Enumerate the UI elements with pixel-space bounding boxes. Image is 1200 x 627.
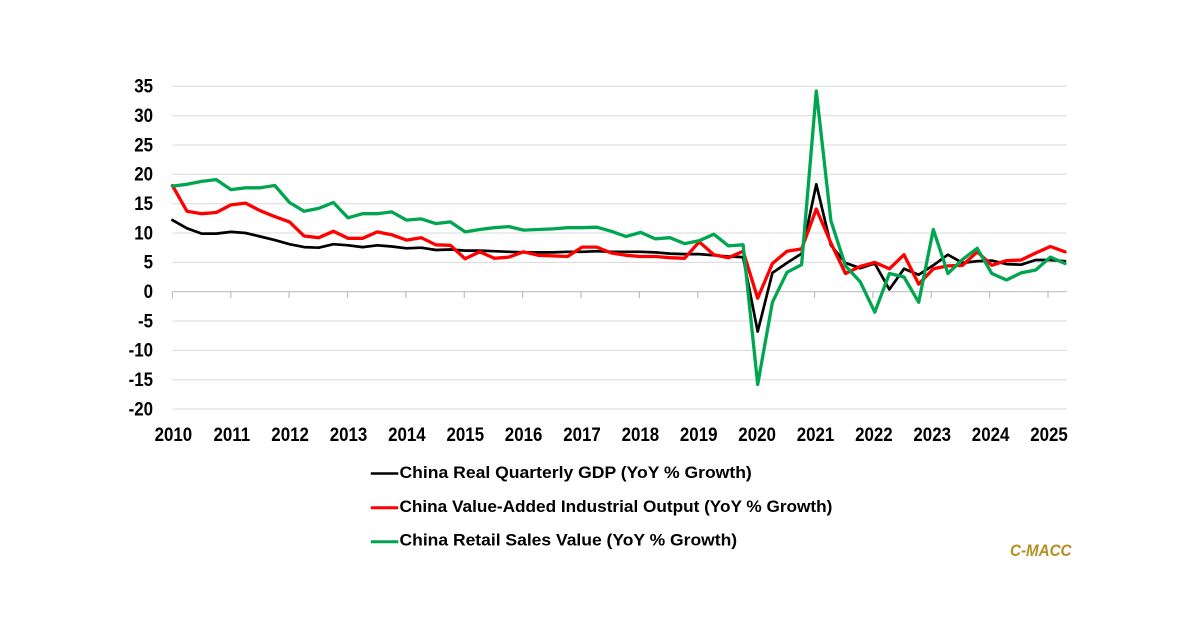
- svg-text:2013: 2013: [330, 424, 368, 445]
- svg-text:2010: 2010: [155, 424, 193, 445]
- svg-text:25: 25: [134, 134, 153, 155]
- svg-text:China Retail Sales Value (YoY: China Retail Sales Value (YoY % Growth): [400, 531, 738, 550]
- svg-text:-15: -15: [129, 369, 153, 390]
- svg-text:2018: 2018: [622, 424, 660, 445]
- svg-text:2024: 2024: [972, 424, 1010, 445]
- svg-text:2012: 2012: [271, 424, 309, 445]
- svg-text:2017: 2017: [563, 424, 601, 445]
- svg-text:China Real Quarterly GDP (YoY: China Real Quarterly GDP (YoY % Growth): [400, 462, 752, 481]
- svg-text:2025: 2025: [1030, 424, 1068, 445]
- svg-text:2021: 2021: [797, 424, 835, 445]
- svg-text:2023: 2023: [913, 424, 951, 445]
- svg-text:10: 10: [134, 222, 153, 243]
- svg-text:20: 20: [134, 164, 153, 185]
- svg-text:35: 35: [134, 76, 153, 97]
- svg-text:30: 30: [134, 105, 153, 126]
- svg-text:-10: -10: [129, 340, 153, 361]
- svg-text:0: 0: [144, 281, 153, 302]
- svg-text:C-MACC: C-MACC: [1010, 542, 1072, 560]
- svg-text:2016: 2016: [505, 424, 543, 445]
- svg-text:2014: 2014: [388, 424, 426, 445]
- svg-text:5: 5: [144, 252, 153, 273]
- svg-text:2020: 2020: [738, 424, 776, 445]
- svg-text:2011: 2011: [213, 424, 250, 445]
- svg-text:2015: 2015: [447, 424, 485, 445]
- svg-text:2019: 2019: [680, 424, 718, 445]
- svg-text:2022: 2022: [855, 424, 893, 445]
- svg-text:China Value-Added Industrial O: China Value-Added Industrial Output (YoY…: [400, 497, 833, 516]
- svg-text:-5: -5: [138, 310, 153, 331]
- svg-text:15: 15: [134, 193, 153, 214]
- svg-text:-20: -20: [129, 398, 153, 419]
